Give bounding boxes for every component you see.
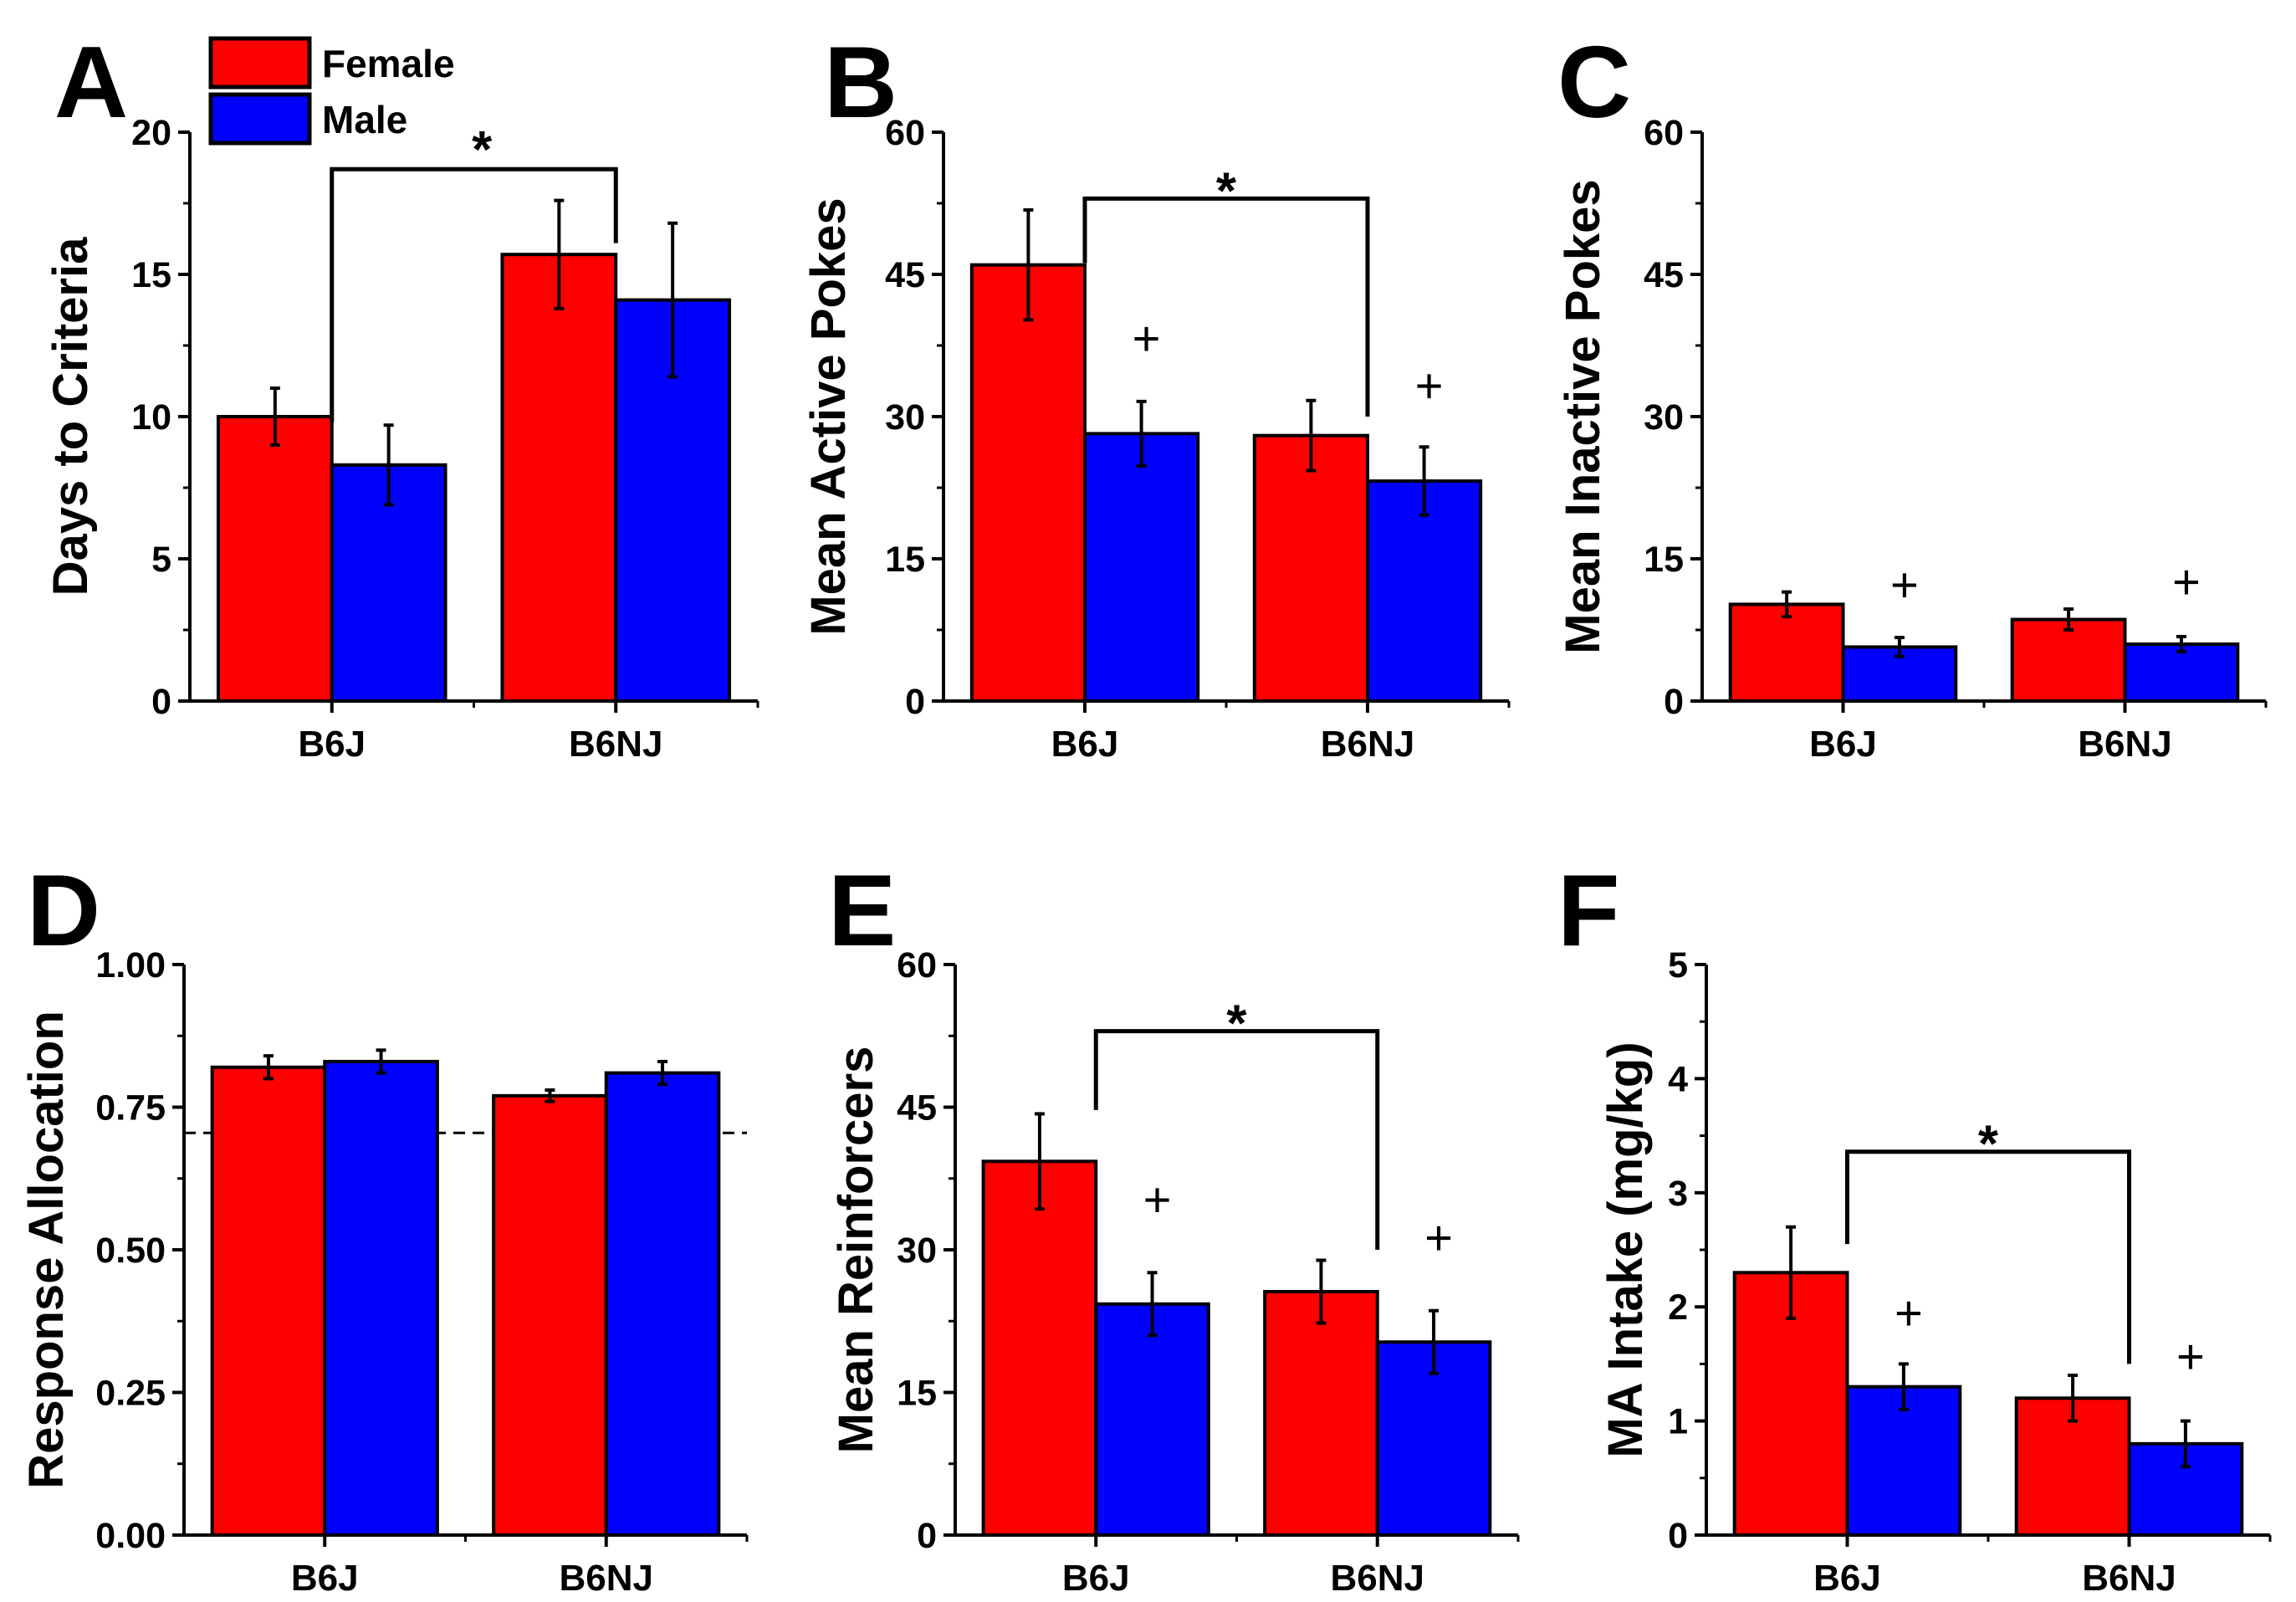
panel-letter: B [824,25,897,139]
panel-b: B Mean Active Pokes 0 15 30 45 60 B6J B6NJ * + + [801,25,1511,765]
legend-swatch-male [208,92,312,146]
bar-female-b6j [1728,602,1845,704]
legend: Female Male [208,36,455,146]
panel-letter: F [1557,853,1620,967]
x-tick-label-b6nj: B6NJ [560,1558,654,1599]
plus-marker: + [2176,1329,2205,1384]
bar-female-b6j [210,1065,327,1537]
panel-c: C Mean Inactive Pokes 0 15 30 45 60 B6J B6NJ + + [1556,25,2268,765]
y-tick-label: 30 [1644,397,1684,438]
y-tick-label: 30 [885,397,925,438]
y-tick-label: 60 [1644,113,1684,153]
y-tick-label: 0 [905,682,925,722]
y-tick-label: 3 [1668,1174,1688,1214]
x-tick-label-b6nj: B6NJ [2082,1558,2176,1599]
panel-letter: A [54,25,128,139]
x-tick-label-b6nj: B6NJ [1321,724,1415,765]
y-tick-label: 2 [1668,1287,1688,1328]
y-tick-label: 5 [151,540,171,580]
significance-bracket [330,166,618,422]
y-axis-label: Response Allocation [19,1011,74,1489]
plus-marker: + [1890,558,1919,612]
y-tick-label: 45 [897,1088,937,1129]
bar-male-b6nj [2123,642,2240,703]
y-tick-label: 60 [897,945,937,985]
y-tick-label: 0 [1664,682,1684,722]
x-tick-label-b6nj: B6NJ [569,724,663,765]
y-tick-label: 4 [1668,1059,1688,1099]
panel-f: F MA Intake (mg/kg) 0 1 2 3 4 5 B6J B6NJ * + + [1557,853,2272,1599]
significance-asterisk: * [1216,162,1237,220]
legend-label-female: Female [322,42,455,85]
significance-asterisk: * [1226,995,1247,1053]
x-tick-label-b6j: B6J [1062,1558,1130,1599]
plus-marker: + [1143,1173,1172,1227]
panel-a: A Days to Criteria 0 5 10 15 20 B6J B6NJ * [43,25,759,765]
bar-male-b6j [1845,1384,1962,1538]
y-tick-label: 30 [897,1231,937,1271]
x-tick-label-b6j: B6J [291,1558,359,1599]
y-tick-label: 1 [1668,1402,1688,1442]
y-tick-label: 0.50 [95,1231,166,1271]
bar-female-b6j [969,263,1087,703]
y-axis-label: Mean Active Pokes [801,197,856,635]
bar-male-b6nj [604,1071,721,1537]
bar-female-b6nj [2010,617,2127,703]
plus-marker: + [1133,311,1161,366]
x-tick-label-b6nj: B6NJ [1331,1558,1425,1599]
y-tick-label: 5 [1668,945,1688,985]
y-tick-label: 15 [131,255,171,295]
y-axis-label: Mean Inactive Pokes [1556,179,1610,653]
plus-marker: + [1415,359,1444,413]
x-tick-label-b6j: B6J [298,724,366,765]
y-tick-label: 60 [885,113,925,153]
plus-marker: + [2172,555,2201,610]
panel-e: E Mean Reinforcers 0 15 30 45 60 B6J B6NJ * + + [828,853,1520,1599]
y-tick-label: 45 [1644,255,1684,295]
x-tick-label-b6nj: B6NJ [2078,724,2172,765]
bar-male-b6j [323,1059,439,1537]
y-tick-label: 0 [917,1516,937,1556]
significance-bracket [1093,1029,1380,1250]
bar-male-b6j [1083,432,1200,704]
y-tick-label: 15 [897,1374,937,1414]
y-axis-label: Mean Reinforcers [829,1047,883,1454]
legend-label-male: Male [322,98,407,141]
bar-female-b6nj [1252,433,1370,704]
y-tick-label: 1.00 [95,945,166,985]
significance-bracket [1082,196,1370,417]
y-tick-label: 0 [151,682,171,722]
significance-asterisk: * [1978,1116,1999,1174]
significance-asterisk: * [472,121,493,179]
y-tick-label: 10 [131,397,171,438]
y-tick-label: 15 [1644,540,1684,580]
panel-letter: E [828,853,896,967]
legend-swatch-female [208,36,312,90]
y-tick-label: 45 [885,255,925,295]
panel-letter: D [27,853,100,967]
y-tick-label: 15 [885,540,925,580]
bar-female-b6nj [1263,1290,1379,1537]
y-tick-label: 0.00 [95,1516,166,1556]
panel-d: D Response Allocation 0.00 0.25 0.50 0.75 1.00… [19,853,749,1599]
y-axis-label: Days to Criteria [43,237,98,596]
x-tick-label-b6j: B6J [1051,724,1119,765]
plus-marker: + [1424,1211,1453,1266]
bar-female-b6nj [500,253,618,703]
y-tick-label: 0 [1668,1516,1688,1556]
bar-female-b6j [216,415,334,703]
y-axis-label: MA Intake (mg/kg) [1598,1042,1653,1457]
y-tick-label: 20 [131,113,171,153]
significance-bracket [1845,1149,2131,1364]
x-tick-label-b6j: B6J [1809,724,1877,765]
bar-female-b6nj [492,1093,608,1537]
y-tick-label: 0.25 [95,1374,166,1414]
y-tick-label: 0.75 [95,1088,166,1129]
x-tick-label-b6j: B6J [1813,1558,1881,1599]
bar-male-b6j [1094,1302,1210,1538]
panel-letter: C [1557,25,1631,139]
plus-marker: + [1895,1286,1923,1340]
bar-female-b6j [981,1159,1098,1538]
